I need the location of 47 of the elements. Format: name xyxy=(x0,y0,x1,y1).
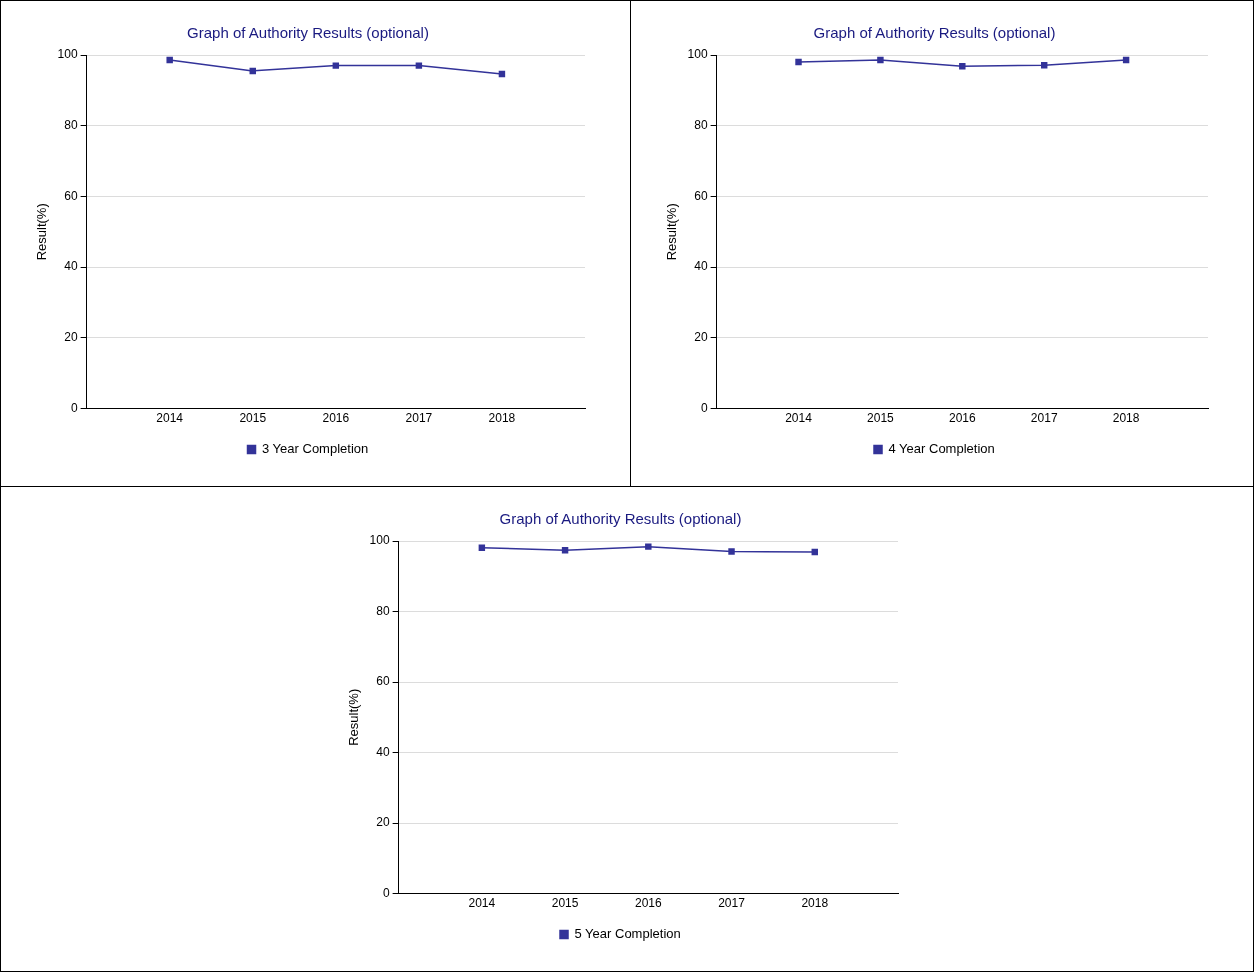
y-tick-label: 80 xyxy=(376,603,390,618)
chart-title: Graph of Authority Results (optional) xyxy=(813,24,1056,42)
legend-label: 5 Year Completion xyxy=(574,926,681,942)
point xyxy=(415,62,423,69)
x-tick-label: 2018 xyxy=(801,896,829,911)
y-tick-label: 0 xyxy=(70,400,78,415)
y-tick-label: 80 xyxy=(64,118,78,133)
x-tick-label: 2015 xyxy=(551,896,579,911)
y-tick-label: 100 xyxy=(369,533,390,548)
x-tick-label: 2015 xyxy=(239,411,267,426)
x-tick-label: 2016 xyxy=(322,411,350,426)
x-tick-label: 2015 xyxy=(867,411,895,426)
point xyxy=(249,67,256,75)
y-tick-label: 40 xyxy=(694,259,708,274)
x-tick-label: 2014 xyxy=(468,896,496,911)
x-tick-label: 2016 xyxy=(634,896,662,911)
y-tick-label: 0 xyxy=(382,885,390,900)
y-tick-label: 60 xyxy=(376,674,390,689)
x-tick-label: 2016 xyxy=(948,411,976,426)
point xyxy=(332,62,340,69)
y-tick-label: 100 xyxy=(57,47,78,62)
y-tick-label: 20 xyxy=(376,815,390,830)
y-tick-label: 20 xyxy=(694,330,708,345)
x-tick-label: 2018 xyxy=(488,411,516,426)
y-tick-label: 40 xyxy=(376,744,390,759)
x-tick-label: 2018 xyxy=(1112,411,1140,426)
chart-title: Graph of Authority Results (optional) xyxy=(187,24,429,42)
x-tick-label: 2017 xyxy=(1030,411,1058,426)
legend-label: 3 Year Completion xyxy=(262,441,369,457)
y-axis-title: Result(%) xyxy=(346,688,362,746)
y-axis-title: Result(%) xyxy=(664,203,680,261)
x-tick-label: 2017 xyxy=(405,411,433,426)
y-tick-label: 40 xyxy=(64,259,78,274)
y-tick-label: 100 xyxy=(687,47,708,62)
x-tick-label: 2014 xyxy=(785,411,813,426)
x-tick-label: 2017 xyxy=(718,896,746,911)
y-tick-label: 60 xyxy=(694,188,708,203)
y-tick-label: 60 xyxy=(64,188,78,203)
y-tick-label: 80 xyxy=(694,118,708,133)
y-tick-label: 20 xyxy=(64,330,78,345)
chart-title: Graph of Authority Results (optional) xyxy=(499,510,742,528)
x-tick-label: 2014 xyxy=(156,411,184,426)
y-axis-title: Result(%) xyxy=(34,203,50,261)
point xyxy=(498,70,506,78)
point xyxy=(166,56,173,64)
y-tick-label: 0 xyxy=(700,400,708,415)
legend-label: 4 Year Completion xyxy=(888,441,995,457)
